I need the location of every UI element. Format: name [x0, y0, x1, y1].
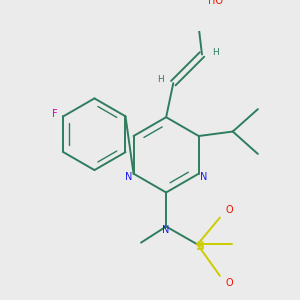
Text: N: N: [162, 225, 170, 235]
Text: H: H: [212, 48, 219, 57]
Text: O: O: [225, 278, 233, 288]
Text: H: H: [158, 75, 164, 84]
Text: O: O: [225, 206, 233, 215]
Text: F: F: [52, 109, 57, 118]
Text: N: N: [125, 172, 133, 182]
Text: S: S: [195, 240, 204, 253]
Text: N: N: [200, 172, 207, 182]
Text: HO: HO: [208, 0, 223, 6]
